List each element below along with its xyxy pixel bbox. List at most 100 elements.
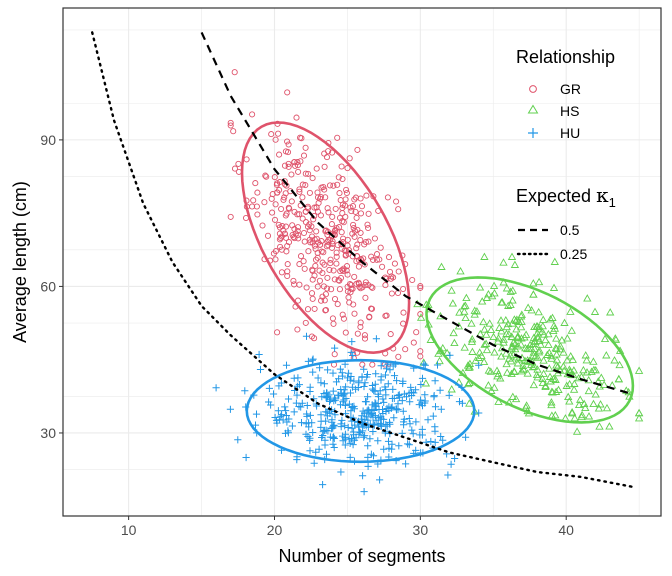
point-gr [275, 130, 282, 137]
point-hu [323, 412, 331, 420]
point-gr [312, 256, 320, 263]
point-hu [436, 386, 444, 394]
point-hu [319, 431, 327, 440]
point-hu [309, 355, 317, 363]
point-hs [513, 332, 522, 341]
point-hs [583, 294, 592, 302]
point-gr [296, 211, 303, 218]
point-hu [431, 403, 440, 411]
point-gr [330, 267, 337, 274]
point-hs [557, 335, 567, 344]
legend-expected-kappa: Expected κ1 0.5 0.25 [516, 183, 616, 262]
point-gr [311, 335, 318, 342]
point-hu [359, 427, 367, 435]
point-hu [355, 430, 363, 438]
point-hu [415, 401, 423, 409]
legend-kappa-subscript: 1 [609, 195, 616, 210]
point-hs [464, 363, 473, 371]
point-hs [582, 368, 592, 376]
point-hs [563, 355, 572, 364]
point-hu [382, 386, 390, 394]
point-gr [322, 307, 329, 314]
point-hu [430, 392, 438, 400]
point-hu [320, 380, 328, 388]
point-gr [340, 265, 347, 272]
point-gr [300, 258, 307, 265]
point-hs [576, 395, 585, 403]
point-gr [349, 203, 357, 210]
point-gr [417, 311, 424, 318]
point-gr [339, 218, 346, 225]
point-gr [321, 163, 328, 170]
point-gr [353, 214, 360, 221]
point-hs [577, 412, 586, 421]
point-hu [389, 385, 397, 393]
point-hu [347, 348, 355, 356]
point-hs [512, 324, 521, 333]
data-points [212, 69, 644, 496]
point-hs [482, 345, 492, 354]
point-gr [354, 330, 361, 337]
point-hs [539, 369, 548, 377]
point-gr [288, 198, 295, 205]
point-gr [358, 203, 366, 210]
point-gr [357, 319, 364, 326]
point-hu [386, 366, 394, 374]
point-gr [323, 243, 330, 250]
point-gr [321, 261, 328, 268]
point-gr [282, 223, 290, 230]
point-hs [615, 360, 624, 369]
point-hs [590, 307, 600, 315]
point-hs [538, 321, 547, 330]
point-hu [383, 422, 391, 430]
point-hu [309, 428, 317, 437]
point-hs [587, 367, 596, 375]
point-hu [242, 453, 250, 462]
point-hu [331, 344, 339, 352]
point-hu [406, 420, 414, 428]
point-gr [294, 326, 301, 333]
point-hs [507, 356, 516, 365]
point-hs [499, 258, 508, 266]
point-hs [479, 317, 488, 326]
point-hs [548, 313, 557, 321]
legend-relationship-title: Relationship [516, 47, 615, 67]
point-hs [611, 334, 620, 342]
point-hu [364, 453, 372, 461]
point-hs [468, 347, 477, 355]
point-gr [329, 149, 336, 156]
point-hu [290, 408, 298, 416]
point-gr [324, 205, 331, 212]
point-hs [634, 366, 644, 374]
point-hu [308, 356, 316, 364]
point-hu [212, 384, 220, 392]
point-gr [284, 138, 291, 145]
point-gr [368, 253, 375, 260]
point-hs [570, 413, 579, 422]
point-hs [527, 305, 536, 314]
point-hu [364, 393, 372, 401]
point-hs [502, 322, 511, 331]
point-gr [231, 165, 239, 172]
point-gr [317, 193, 324, 201]
point-hu [437, 432, 445, 441]
point-hu [297, 419, 306, 427]
point-hu [364, 462, 372, 470]
point-gr [340, 267, 347, 275]
point-hs [529, 380, 538, 389]
point-gr [395, 353, 402, 360]
point-gr [312, 245, 319, 252]
point-hu [305, 419, 313, 427]
point-gr [369, 284, 376, 291]
point-gr [326, 266, 333, 273]
point-gr [353, 245, 360, 252]
point-hs [563, 334, 572, 342]
point-gr [318, 248, 325, 255]
series-hs [413, 252, 644, 435]
point-hu [346, 439, 354, 447]
point-hu [321, 426, 329, 435]
point-hs [552, 334, 561, 342]
point-hu [279, 416, 287, 424]
